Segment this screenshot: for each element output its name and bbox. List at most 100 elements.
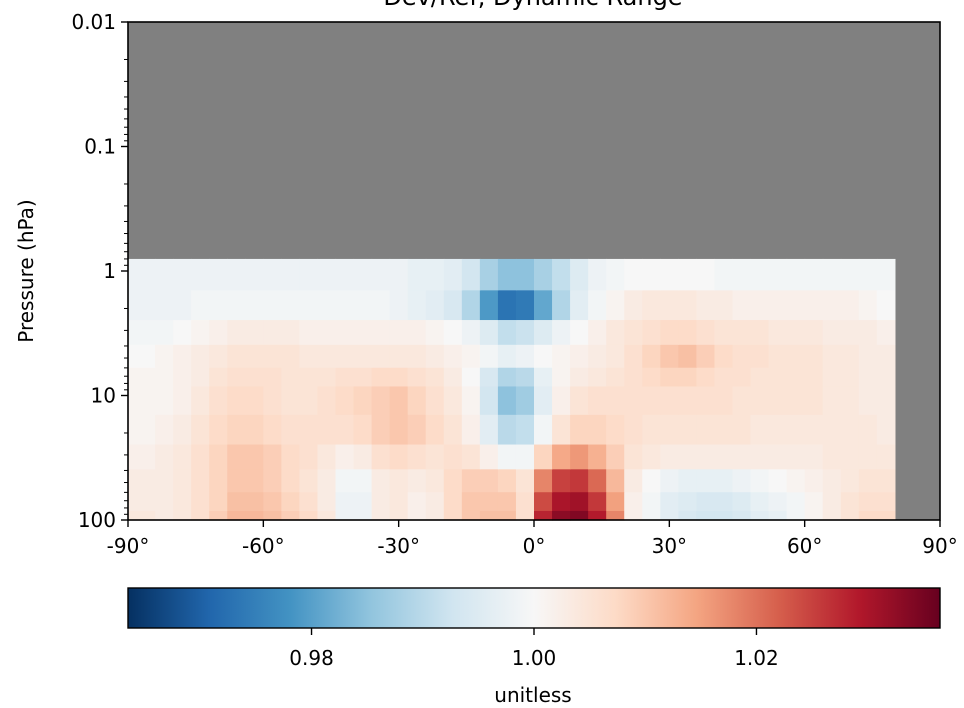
heatmap-cell [840,385,860,415]
heatmap-cell [515,319,535,345]
heatmap-cell [155,385,174,415]
heatmap-cell [425,344,445,368]
heatmap-cell [804,510,824,521]
heatmap-cell [714,289,734,321]
y-tick-label: 1 [103,259,116,283]
heatmap-cell [371,367,391,387]
heatmap-cell [714,510,734,521]
heatmap-cell [786,414,806,445]
heatmap-cell [552,258,571,291]
heatmap-cell [209,385,228,415]
heatmap-cell [461,367,481,387]
heatmap-cell [407,510,427,521]
heatmap-cell [804,385,824,415]
heatmap-cell [353,344,373,368]
heatmap-cell [858,385,878,415]
heatmap-cell [155,367,174,387]
heatmap-cell [552,491,571,511]
heatmap-cell [534,385,553,415]
heatmap-cell [588,468,607,493]
heatmap-cell [497,289,517,321]
heatmap-cell [642,385,661,415]
heatmap-cell [786,344,806,368]
heatmap-cell [660,385,679,415]
heatmap-cell [461,344,481,368]
heatmap-cell [128,367,156,387]
heatmap-cell [606,344,625,368]
heatmap-cell [804,344,824,368]
heatmap-cell [425,443,445,470]
heatmap-cell [209,344,228,368]
heatmap-cell [786,491,806,511]
heatmap-cell [588,491,607,511]
heatmap-cell [425,289,445,321]
heatmap-cell [660,319,679,345]
heatmap-cell [389,367,409,387]
heatmap-cell [732,289,752,321]
heatmap-cell [588,319,607,345]
heatmap-cell [335,258,355,291]
heatmap-cell [281,367,301,387]
heatmap-cell [263,258,282,291]
heatmap-cell [317,443,337,470]
heatmap-cell [822,258,842,291]
heatmap-cell [732,344,752,368]
heatmap-cell [245,414,264,445]
heatmap-cell [227,443,246,470]
heatmap-cell [534,414,553,445]
heatmap-cell [515,289,535,321]
heatmap-cell [660,491,679,511]
heatmap-cell [552,385,571,415]
heatmap-cell [570,319,589,345]
heatmap-cell [570,344,589,368]
heatmap-cell [281,289,301,321]
heatmap-cell [840,367,860,387]
heatmap-cell [786,510,806,521]
heatmap-cell [281,443,301,470]
heatmap-cell [642,414,661,445]
heatmap-cell [642,443,661,470]
heatmap-cell [552,443,571,470]
heatmap-cell [461,443,481,470]
y-axis-label: Pressure (hPa) [14,199,38,342]
heatmap-cell [552,414,571,445]
heatmap-cell [714,468,734,493]
heatmap-cell [714,319,734,345]
heatmap-cell [317,344,337,368]
heatmap-cell [876,385,896,415]
heatmap-cell [552,319,571,345]
heatmap-cell [768,468,788,493]
heatmap-cell [371,443,391,470]
heatmap-cell [407,414,427,445]
heatmap-cell [840,414,860,445]
heatmap-cell [299,414,319,445]
heatmap-cell [263,491,282,511]
heatmap-cell [552,468,571,493]
heatmap-cell [840,510,860,521]
heatmap-cell [696,414,716,445]
heatmap-cell [335,385,355,415]
heatmap-cell [281,468,301,493]
heatmap-cell [678,443,697,470]
heatmap-cell [173,258,192,291]
heatmap-cell [425,468,445,493]
heatmap-cell [876,289,896,321]
heatmap-cell [371,319,391,345]
heatmap-cell [371,510,391,521]
heatmap-cell [678,344,697,368]
heatmap-cell [588,414,607,445]
heatmap-cell [876,344,896,368]
heatmap-cell [128,443,156,470]
heatmap-cell [552,344,571,368]
heatmap-cell [281,414,301,445]
heatmap-cell [786,385,806,415]
heatmap-cell [696,443,716,470]
heatmap-cell [128,414,156,445]
heatmap-cell [660,510,679,521]
colorbar-gradient [128,588,940,628]
heatmap-cell [335,289,355,321]
colorbar: 0.98 1.00 1.02 [127,587,941,670]
heatmap-cell [425,367,445,387]
heatmap-cell [371,468,391,493]
heatmap-cell [624,258,643,291]
